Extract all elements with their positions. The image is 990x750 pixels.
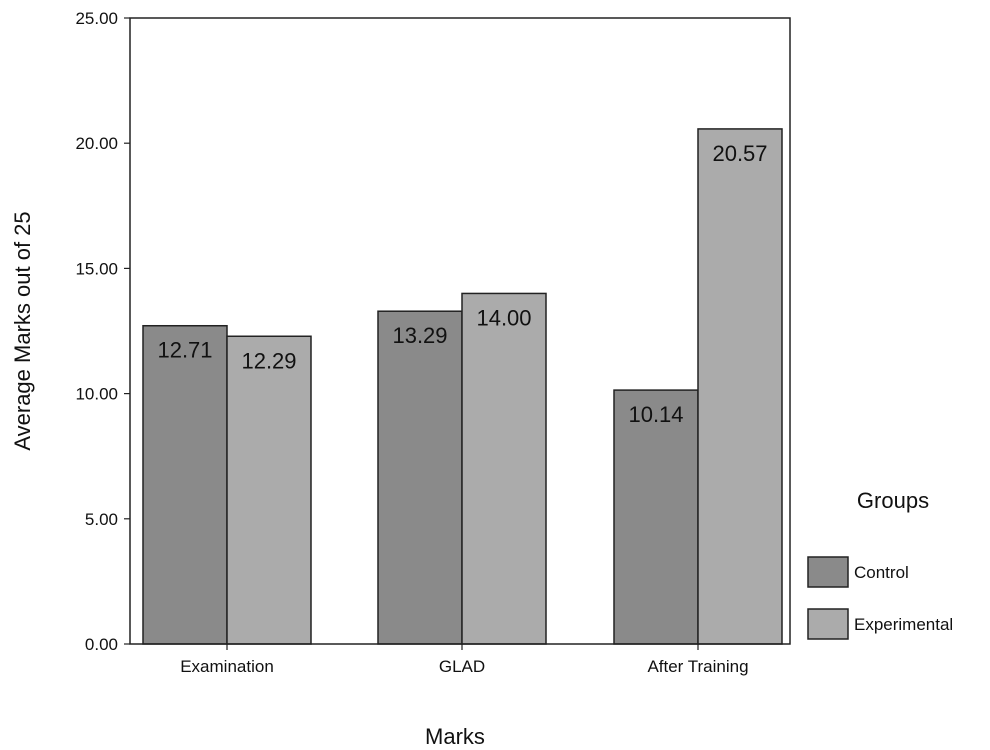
y-tick-label: 5.00 — [85, 510, 118, 529]
x-axis: Examination GLAD After Training — [180, 644, 749, 676]
value-label-examination-experimental: 12.29 — [241, 348, 296, 373]
legend-title: Groups — [857, 488, 929, 513]
legend-swatch-control — [807, 556, 849, 588]
y-tick-label: 25.00 — [75, 9, 118, 28]
bar-examination-experimental — [226, 335, 312, 645]
legend: Groups Control Experimental — [807, 488, 953, 640]
bar-after-training-control — [613, 389, 699, 645]
x-axis-title: Marks — [425, 724, 485, 749]
value-label-examination-control: 12.71 — [157, 338, 212, 363]
bar-examination-control — [142, 324, 228, 645]
legend-entries: Control Experimental — [807, 556, 953, 640]
legend-swatch-experimental — [807, 608, 849, 640]
bars-layer — [142, 128, 783, 645]
bar-glad-experimental — [461, 292, 547, 645]
y-tick-label: 20.00 — [75, 134, 118, 153]
y-tick-label: 15.00 — [75, 259, 118, 278]
value-label-after-training-experimental: 20.57 — [712, 141, 767, 166]
y-axis: 0.00 5.00 10.00 15.00 20.00 25.00 — [75, 9, 130, 654]
legend-label-control: Control — [854, 563, 909, 582]
value-label-after-training-control: 10.14 — [628, 402, 683, 427]
value-label-glad-experimental: 14.00 — [476, 305, 531, 330]
bar-glad-control — [377, 310, 463, 645]
y-tick-label: 10.00 — [75, 385, 118, 404]
data-labels: 12.71 12.29 13.29 14.00 10.14 20.57 — [157, 141, 767, 427]
y-axis-title: Average Marks out of 25 — [10, 211, 35, 450]
x-tick-label: Examination — [180, 657, 274, 676]
value-label-glad-control: 13.29 — [392, 323, 447, 348]
x-tick-label: After Training — [647, 657, 748, 676]
legend-label-experimental: Experimental — [854, 615, 953, 634]
x-tick-label: GLAD — [439, 657, 485, 676]
plot-area-frame — [129, 17, 791, 645]
y-tick-label: 0.00 — [85, 635, 118, 654]
bar-after-training-experimental — [697, 128, 783, 645]
